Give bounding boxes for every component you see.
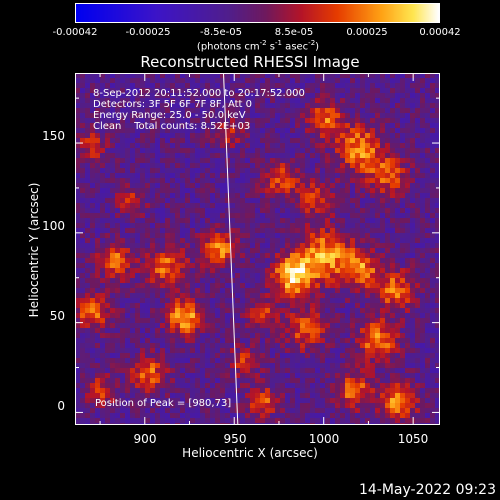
y-tick-label: 100	[42, 219, 65, 233]
x-tick-label: 1000	[308, 432, 340, 446]
x-tick-label: 1050	[397, 432, 429, 446]
colorbar-unit-label: (photons cm-2 s-1 asec-2)	[196, 39, 320, 53]
info-time-range: 8-Sep-2012 20:11:52.000 to 20:17:52.000	[93, 88, 305, 99]
x-tick-label: 950	[223, 432, 247, 446]
colorbar-tick-label: -0.00042	[52, 27, 98, 38]
colorbar	[75, 3, 440, 23]
y-tick-label: 50	[49, 309, 65, 323]
footer-date: 14-May-2022 09:23	[358, 482, 496, 498]
info-clean-counts: Clean Total counts: 8.52E+03	[93, 121, 251, 132]
plot-frame	[75, 73, 440, 425]
chart-title: Reconstructed RHESSI Image	[140, 53, 360, 71]
info-energy-range: Energy Range: 25.0 - 50.0 keV	[93, 110, 246, 121]
peak-position-label: Position of Peak = [980,73]	[95, 398, 232, 409]
info-detectors: Detectors: 3F 5F 6F 7F 8F, Att 0	[93, 99, 253, 110]
x-axis-label: Heliocentric X (arcsec)	[182, 446, 318, 460]
colorbar-tick-label: 8.5e-05	[274, 27, 314, 38]
y-tick-label: 0	[57, 399, 65, 413]
solar-limb-line	[223, 73, 239, 425]
y-tick-label: 150	[42, 129, 65, 143]
plot-area	[75, 73, 440, 425]
colorbar-gradient	[75, 3, 440, 23]
colorbar-tick-label: 0.00025	[346, 27, 388, 38]
colorbar-tick-label: 0.00042	[419, 27, 461, 38]
plot-axes	[75, 73, 440, 425]
colorbar-tick-label: -8.5e-05	[200, 27, 242, 38]
x-tick-label: 900	[133, 432, 157, 446]
heatmap-image	[75, 73, 440, 425]
colorbar-tick-label: -0.00025	[125, 27, 171, 38]
y-axis-label: Heliocentric Y (arcsec)	[27, 182, 41, 318]
